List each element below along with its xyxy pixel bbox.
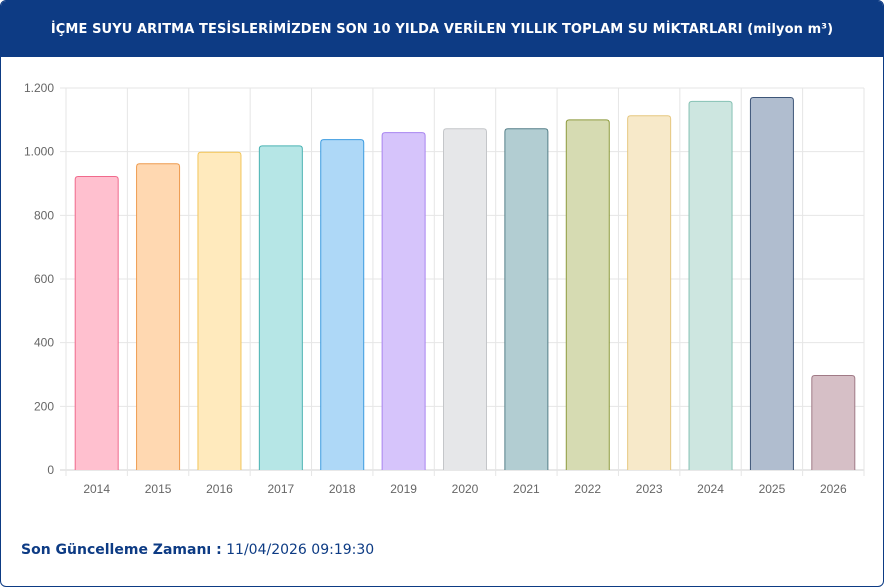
x-tick-label: 2020 [452,482,479,496]
bar-2019 [381,132,426,470]
bar-2024 [688,100,733,470]
y-tick-label: 1.200 [24,81,54,95]
bar-chart: 0 200 400 600 800 1.000 1.200 2014 2015 2016 2017 2… [24,81,865,496]
bar-2026 [811,374,856,470]
bar-2020 [443,128,487,470]
bar-2023 [627,115,672,470]
x-tick-label: 2025 [759,482,786,496]
x-tick-label: 2021 [513,482,540,496]
bar-2016 [197,151,242,470]
chart-title: İÇME SUYU ARITMA TESİSLERİMİZDEN SON 10 … [1,1,883,57]
bar-2021 [504,128,549,470]
bar-2022 [565,119,610,470]
y-tick-label: 1.000 [24,145,54,159]
y-tick-label: 800 [34,208,54,222]
y-tick-label: 200 [34,399,54,413]
x-tick-label: 2017 [267,482,294,496]
x-tick-label: 2026 [820,482,847,496]
x-tick-label: 2022 [574,482,601,496]
last-updated-timestamp: 11/04/2026 09:19:30 [226,542,375,558]
bar-2014 [74,175,119,470]
x-tick-label: 2018 [329,482,356,496]
x-tick-label: 2014 [83,482,110,496]
y-tick-label: 400 [34,336,54,350]
bar-2015 [136,163,181,470]
x-tick-label: 2016 [206,482,233,496]
x-tick-label: 2024 [697,482,724,496]
y-tick-label: 600 [34,272,54,286]
bar-2017 [258,145,303,470]
bar-2018 [320,139,365,470]
last-updated: Son Güncelleme Zamanı : 11/04/2026 09:19… [21,542,374,558]
x-tick-label: 2015 [145,482,172,496]
y-tick-label: 0 [47,463,54,477]
x-tick-label: 2019 [390,482,417,496]
x-tick-label: 2023 [636,482,663,496]
bar-2025 [749,97,794,470]
last-updated-label: Son Güncelleme Zamanı : [21,542,222,558]
